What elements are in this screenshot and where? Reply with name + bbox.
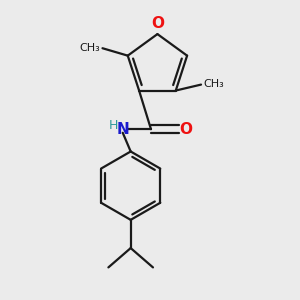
Text: O: O	[151, 16, 164, 31]
Text: H: H	[109, 119, 119, 132]
Text: CH₃: CH₃	[80, 43, 100, 52]
Text: N: N	[116, 122, 129, 137]
Text: O: O	[179, 122, 192, 137]
Text: CH₃: CH₃	[203, 79, 224, 89]
